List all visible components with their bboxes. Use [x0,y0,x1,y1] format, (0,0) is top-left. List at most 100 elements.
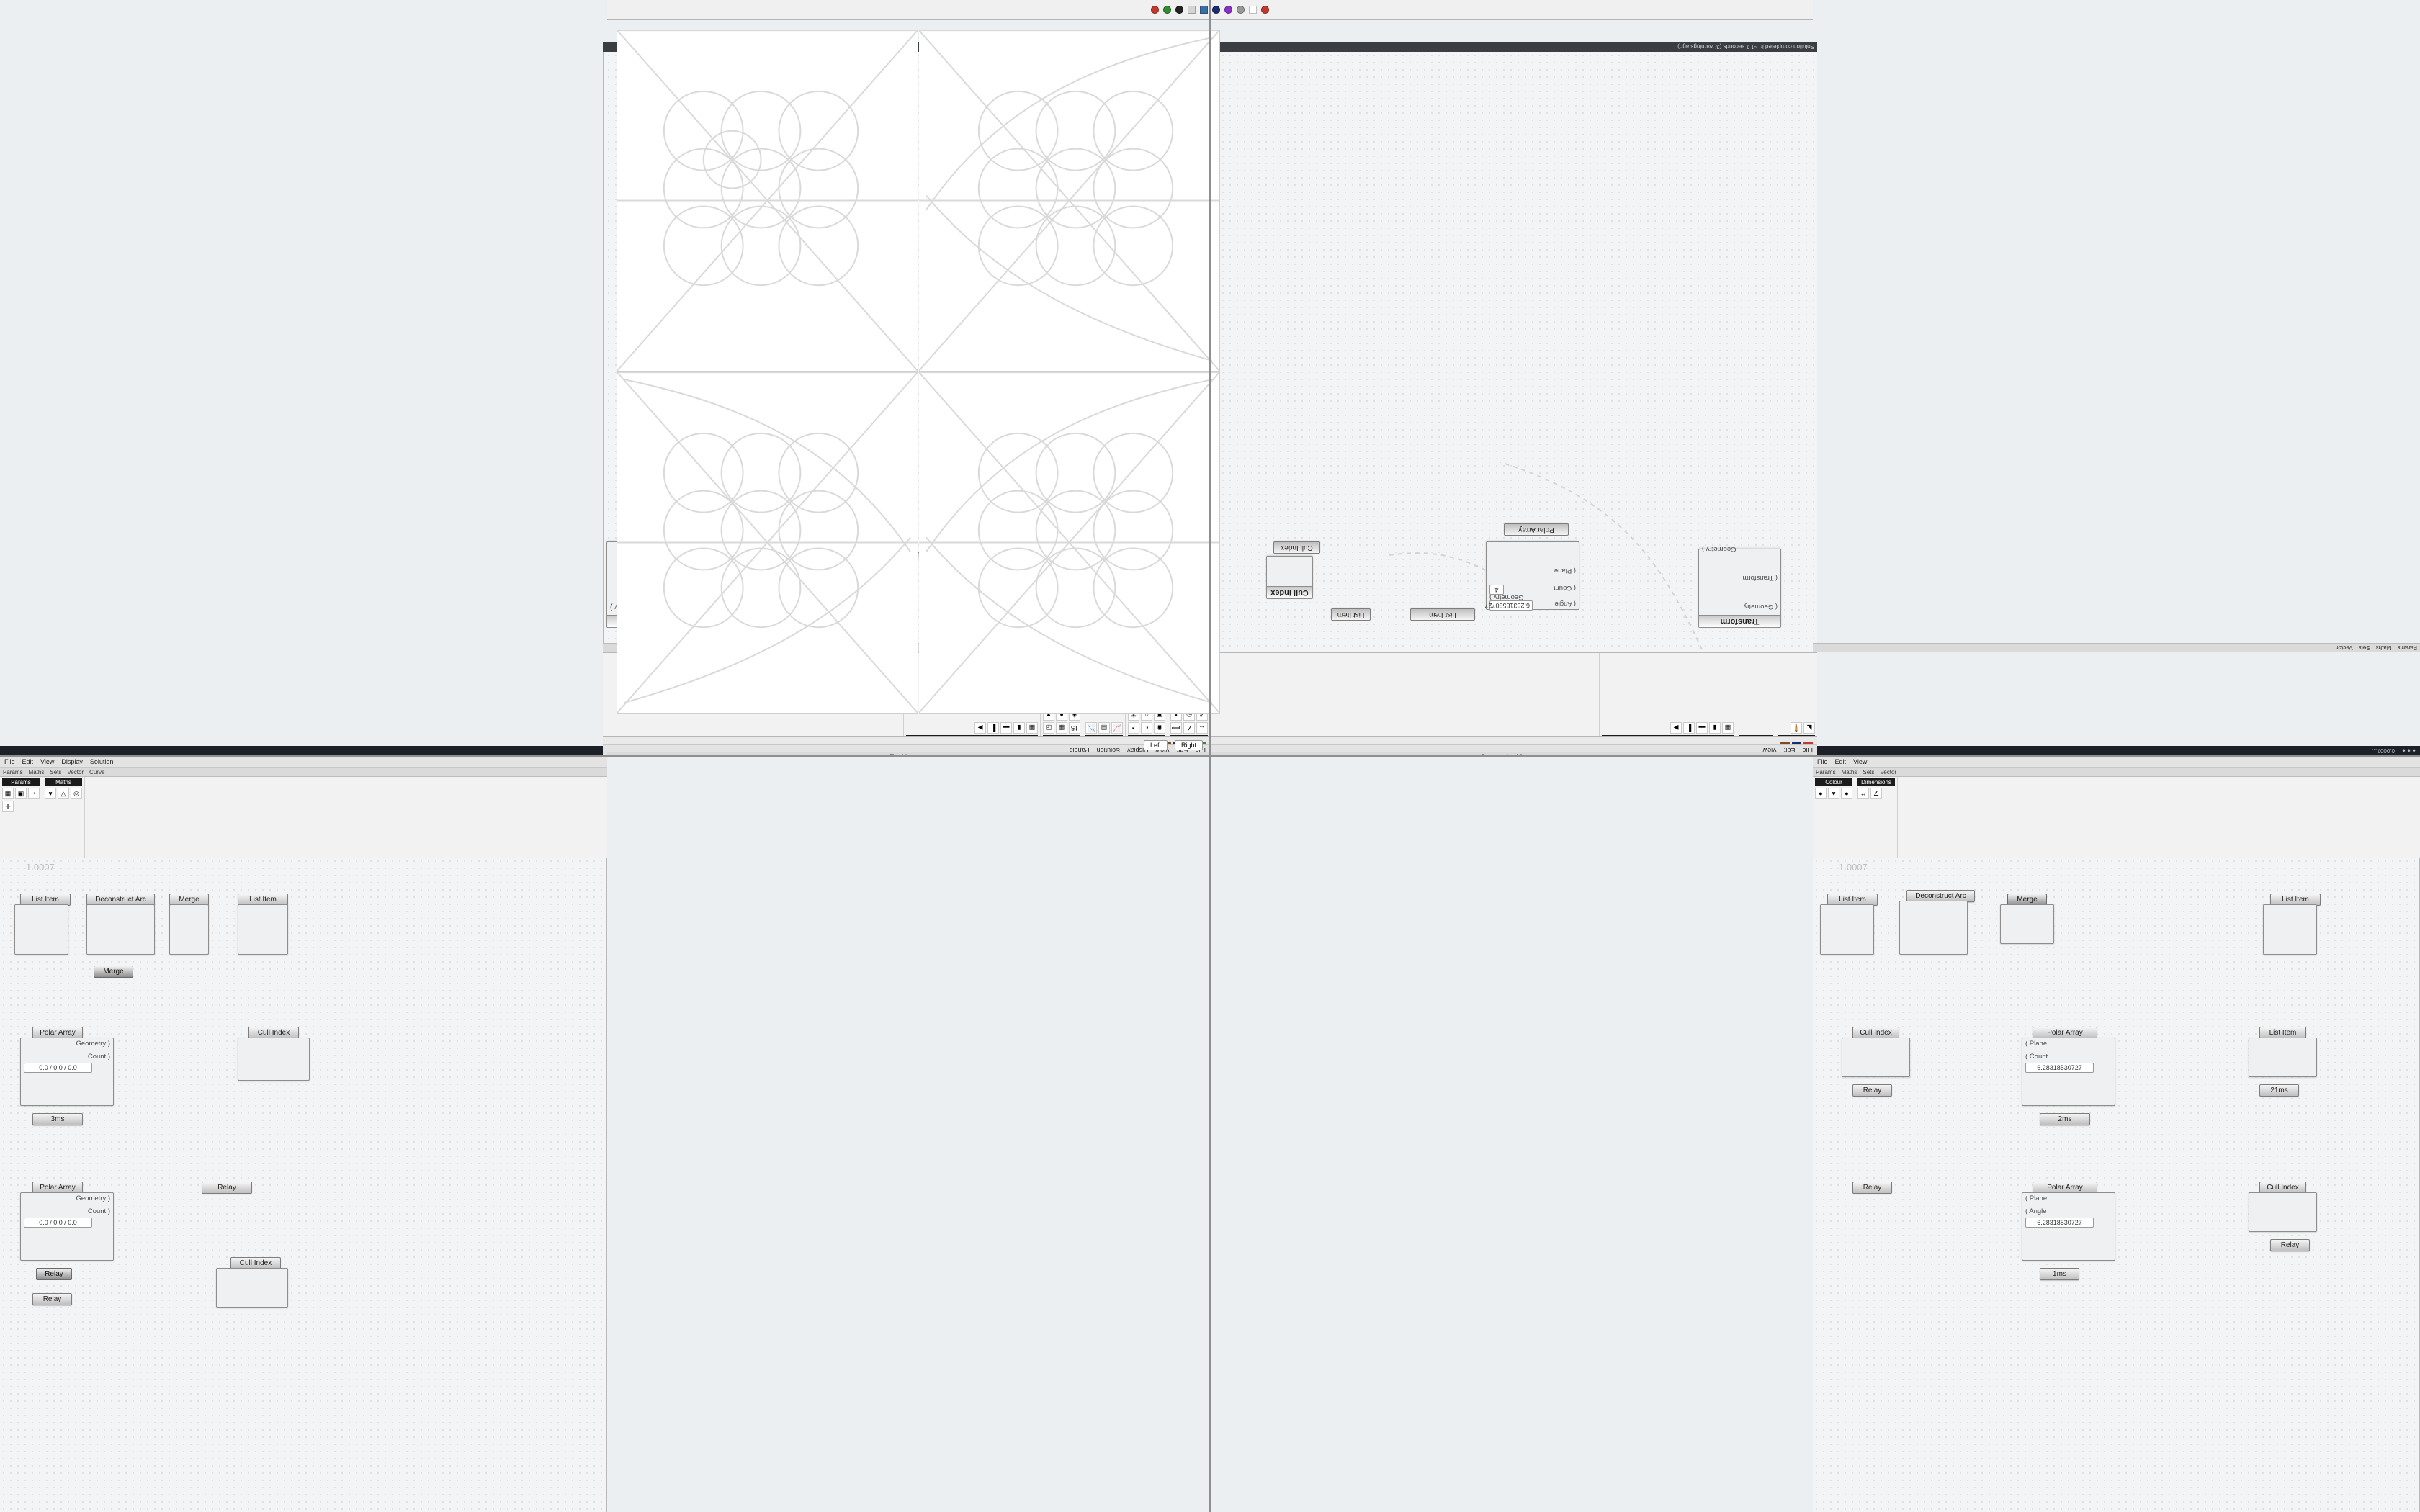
ribbon-group-colour[interactable]: Colour ● ♥ ● [1813,777,1855,868]
timer-node-bl-relay2[interactable]: Relay [36,1268,72,1280]
label-1ms-br[interactable]: 1ms [2040,1268,2079,1280]
mesh-render-2 [919,30,1219,371]
label-relay-bl-2[interactable]: Relay [32,1293,72,1305]
icon-pie: ◔ [28,788,40,799]
tab-maths-tr[interactable]: Maths [2376,645,2392,652]
tab-vector-bl[interactable]: Vector [67,769,84,775]
group-title-colour: Colour [1815,778,1852,786]
toolbar-dot-red-2[interactable] [1261,6,1269,14]
node-polar-array-bl-detail-2[interactable]: Geometry ) Count ) 0.0 / 0.0 / 0.0 [20,1192,114,1261]
label-relay-br-2[interactable]: Relay [1852,1182,1892,1194]
menu-view-bl[interactable]: View [40,758,54,765]
component-ribbon-bottom-left[interactable]: Params ▦ ▣ ◔ ✛ Maths ♥ △ ◎ [0,777,607,869]
mesh-render-3 [617,372,918,713]
node-canvas-bottom-left[interactable]: 1.0007 List Item Deconstruct Arc Merge L… [0,858,607,1512]
menu-bar-bottom-left[interactable]: File Edit View Display Solution [0,756,607,768]
toolbar-sq-1[interactable] [1188,6,1196,14]
icon-ring-grid: ◎ [71,788,82,799]
button-left[interactable]: Left [1144,740,1168,750]
group-title-params: Params [2,778,40,786]
label-relay-bl[interactable]: Relay [202,1182,252,1194]
node-box-bl-3[interactable] [169,904,209,955]
tab-curve-bl[interactable]: Curve [89,769,104,775]
icon-triangle-warn: △ [58,788,69,799]
node-polar-array-bl-detail-1[interactable]: Geometry ) Count ) 0.0 / 0.0 / 0.0 [20,1038,114,1106]
toolbar-sq-3[interactable] [1249,6,1257,14]
viewport-quadrant-top-left-mesh[interactable] [617,30,918,372]
node-box-br-3[interactable] [2263,904,2317,955]
toolbar-dot-gray-1[interactable] [1237,6,1245,14]
tab-vector-br[interactable]: Vector [1880,769,1896,775]
icon-distance-br: ↔ [1857,788,1869,799]
ribbon-group-params[interactable]: Params ▦ ▣ ◔ ✛ [0,777,42,868]
node-box-bl-2[interactable] [86,904,155,955]
icon-magenta-swatch: ▣ [15,788,27,799]
node-cull-index-bl-1[interactable] [238,1038,310,1081]
label-relay-br-3[interactable]: Relay [2270,1239,2310,1251]
window-controls-tr[interactable]: ● ● ● [2402,748,2416,755]
menu-file-br[interactable]: File [1817,758,1828,765]
top-strip-zoom-text-tr: 0.0007… [2372,748,2395,755]
mesh-render-1 [617,30,918,371]
menu-view-br[interactable]: View [1853,758,1867,765]
node-polar-array-br-detail-2[interactable]: ( Plane ( Angle 6.28318530727 [2022,1192,2115,1261]
component-tabs-strip-bottom-right[interactable]: Params Maths Sets Vector [1813,768,2420,777]
application-window: ● ● ● 0.0007… 1.0007 1ms Relay Transform… [0,0,2420,1512]
label-2ms-br[interactable]: 2ms [2040,1113,2090,1125]
node-cull-index-br-1[interactable] [1842,1038,1910,1077]
component-tabs-strip-bottom-left[interactable]: Params Maths Sets Vector Curve [0,768,607,777]
menu-display-bl[interactable]: Display [61,758,83,765]
group-title-util: Maths [45,778,82,786]
divider-horizontal-center [0,755,2420,757]
menu-edit-bl[interactable]: Edit [22,758,34,765]
menu-edit-br[interactable]: Edit [1835,758,1847,765]
node-canvas-bottom-right[interactable]: 1.0007 List Item Deconstruct Arc List It… [1813,858,2420,1512]
node-box-bl-4[interactable] [238,904,288,955]
toolbar-dot-black-1[interactable] [1175,6,1183,14]
timer-node-bl-merge[interactable]: Merge [94,966,133,978]
button-right[interactable]: Right [1175,740,1203,750]
menu-solution-bl[interactable]: Solution [90,758,114,765]
tab-params-br[interactable]: Params [1816,769,1836,775]
toolbar-dot-green-1[interactable] [1163,6,1171,14]
tab-vector-tr[interactable]: Vector [2336,645,2353,652]
node-cull-index-br-detail-2[interactable] [2249,1192,2317,1232]
label-3ms-bl[interactable]: 3ms [32,1113,83,1125]
viewport-quadrant-bottom-right-mesh[interactable] [919,372,1220,714]
tab-sets-br[interactable]: Sets [1863,769,1874,775]
label-relay-br-1[interactable]: Relay [1852,1084,1892,1097]
node-cull-index-bl-2[interactable] [216,1268,288,1308]
tab-params-bl[interactable]: Params [3,769,23,775]
tab-maths-bl[interactable]: Maths [29,769,45,775]
value-xyz-bl-1: 0.0 / 0.0 / 0.0 [24,1063,92,1073]
tab-sets-tr[interactable]: Sets [2359,645,2370,652]
label-21ms-br[interactable]: 21ms [2259,1084,2299,1097]
node-list-item-br-detail[interactable] [2249,1038,2317,1077]
component-tabs-strip-top-right[interactable]: Params Maths Sets Vector [1813,643,2420,652]
tab-maths-br[interactable]: Maths [1842,769,1857,775]
toolbar-dot-purple-1[interactable] [1224,6,1232,14]
node-box-br-2[interactable] [1899,901,1968,955]
menu-bar-bottom-right[interactable]: File Edit View [1813,756,2420,768]
tab-sets-bl[interactable]: Sets [50,769,61,775]
node-polar-array-br-detail-1[interactable]: ( Plane ( Count 6.28318530727 [2022,1038,2115,1106]
ribbon-group-util[interactable]: Maths ♥ △ ◎ [42,777,85,868]
icon-heart-red: ♥ [45,788,56,799]
viewport-quadrant-bottom-left-mesh[interactable] [617,372,918,714]
component-ribbon-bottom-right[interactable]: Colour ● ♥ ● Dimensions ↔ ∠ [1813,777,2420,869]
value-xyz-br-2: 6.28318530727 [2025,1218,2094,1228]
canvas-zoom-label-bl: 1.0007 [26,862,55,873]
toolbar-sq-2[interactable] [1200,6,1208,14]
viewport-quadrant-top-right-mesh[interactable] [919,30,1220,372]
icon-green-grid: ▦ [2,788,14,799]
node-merge-br-1[interactable] [2000,904,2054,944]
value-xyz-bl-2: 0.0 / 0.0 / 0.0 [24,1218,92,1228]
toolbar-dot-blue-1[interactable] [1212,6,1220,14]
tab-params-tr[interactable]: Params [2397,645,2417,652]
node-box-bl-1[interactable] [14,904,68,955]
node-box-br-1[interactable] [1820,904,1874,955]
grasshopper-panel-bottom-right: File Edit View Params Maths Sets Vector … [1210,756,2420,1512]
ribbon-group-dimensions-br[interactable]: Dimensions ↔ ∠ [1855,777,1898,868]
menu-file-bl[interactable]: File [4,758,15,765]
toolbar-dot-red-1[interactable] [1151,6,1159,14]
